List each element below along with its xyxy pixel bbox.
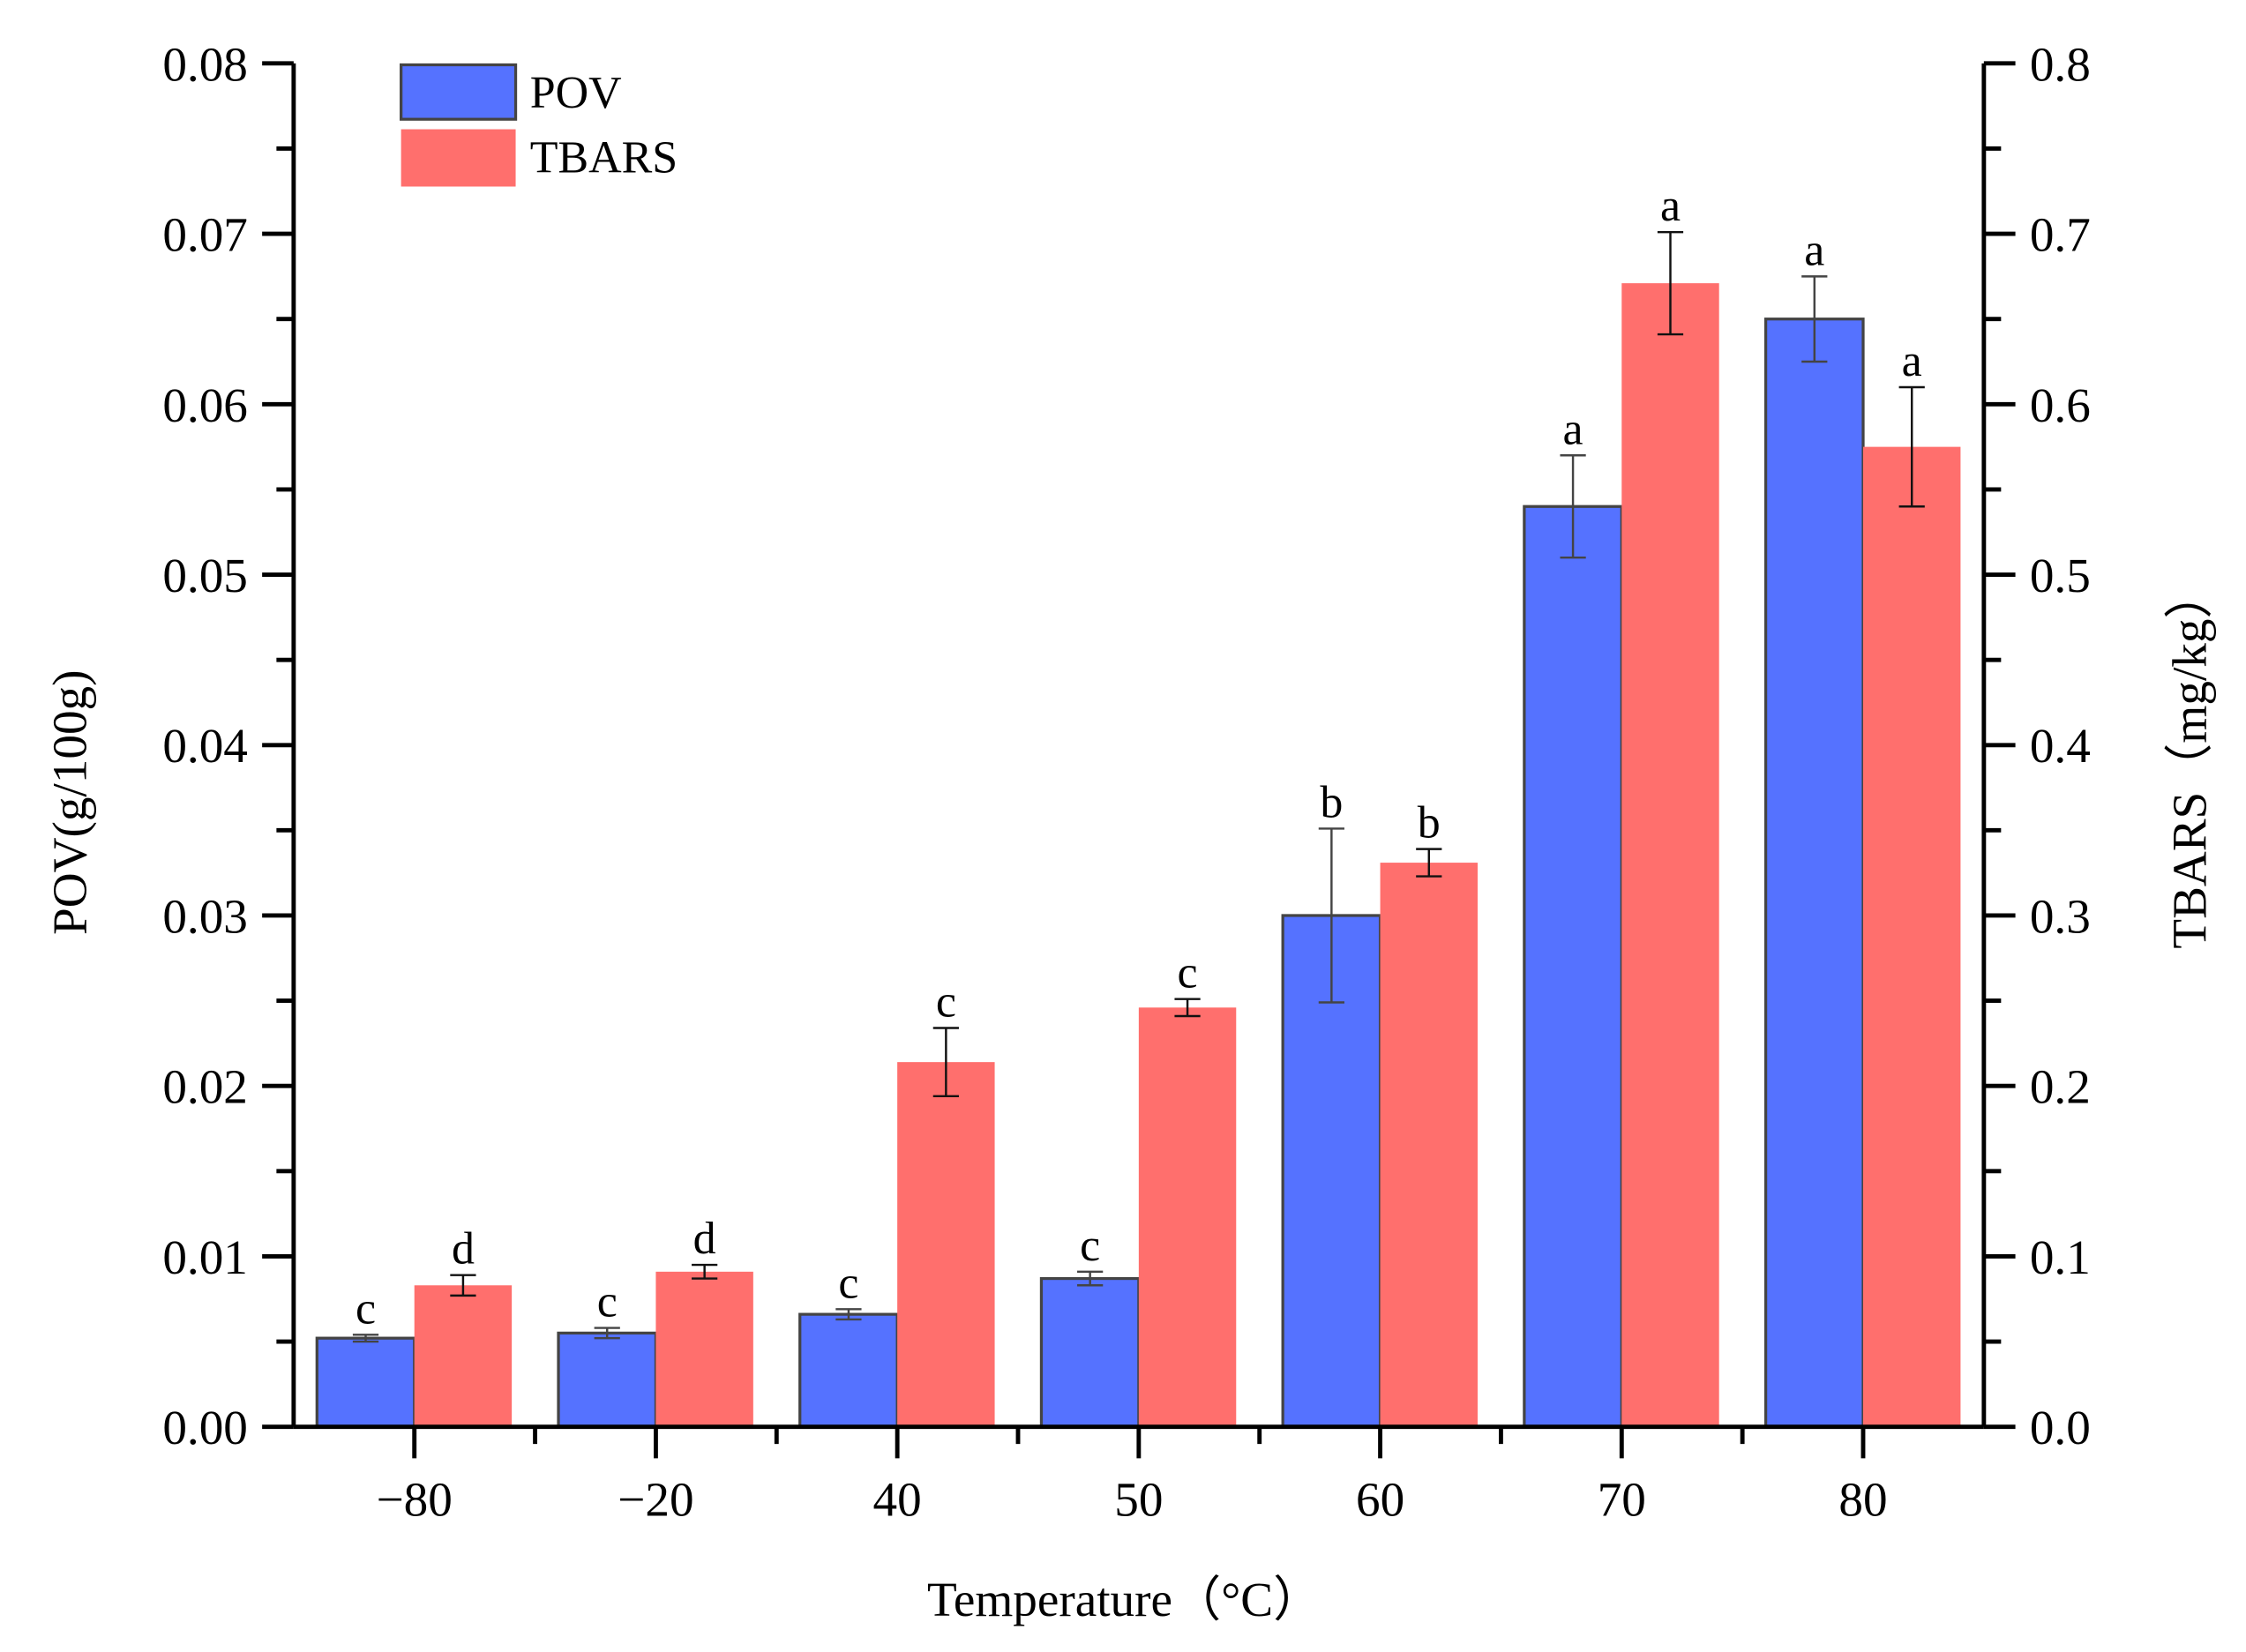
significance-letter: c — [1080, 1221, 1100, 1271]
y2-tick-label: 0.5 — [2030, 549, 2091, 602]
legend-swatch-tbars — [401, 129, 516, 187]
significance-letter: c — [597, 1277, 618, 1327]
x-tick-label: 40 — [873, 1472, 922, 1526]
x-tick-label: −20 — [618, 1472, 693, 1526]
x-tick-label: 70 — [1598, 1472, 1646, 1526]
y2-tick-label: 0.2 — [2030, 1060, 2091, 1114]
significance-letter: a — [1902, 336, 1922, 386]
y-tick-label: 0.02 — [162, 1060, 248, 1114]
x-tick-label: −80 — [377, 1472, 453, 1526]
bar-pov — [1039, 1276, 1141, 1429]
bar-pov — [557, 1331, 658, 1429]
x-tick-label: 60 — [1356, 1472, 1404, 1526]
y2-axis-label: TBARS（mg/kg） — [2163, 570, 2217, 948]
bar-tbars — [897, 1062, 995, 1427]
bar-pov — [1523, 505, 1623, 1429]
y-axis-label: POV(g/100g) — [42, 669, 96, 934]
x-tick-label: 50 — [1114, 1472, 1163, 1526]
y2-tick-label: 0.0 — [2030, 1401, 2091, 1454]
y-tick-label: 0.05 — [162, 549, 248, 602]
significance-letter: c — [936, 977, 956, 1028]
significance-letter: b — [1418, 798, 1441, 848]
y2-tick-label: 0.6 — [2030, 378, 2091, 432]
axes-layer: −80 −20 40 50 60 70 80 0.00 0.0 0.01 0.1 0.02 0.2 0.0… — [162, 37, 2090, 1526]
bar-pov — [315, 1336, 416, 1429]
bar-pov — [1763, 318, 1865, 1429]
y-tick-label: 0.06 — [162, 378, 248, 432]
significance-letter: d — [693, 1214, 716, 1264]
significance-letter: c — [356, 1283, 376, 1334]
significance-letter: d — [452, 1224, 475, 1275]
significance-letter: a — [1563, 404, 1583, 454]
y-tick-label: 0.01 — [162, 1230, 248, 1284]
bar-tbars — [1380, 863, 1478, 1427]
y2-tick-label: 0.1 — [2030, 1230, 2091, 1284]
legend: POV TBARS — [400, 63, 678, 187]
y2-tick-label: 0.3 — [2030, 889, 2091, 943]
bar-tbars — [1863, 446, 1961, 1427]
bar-tbars — [655, 1271, 753, 1427]
bar-tbars — [1138, 1007, 1237, 1427]
y-tick-label: 0.07 — [162, 208, 248, 262]
significance-letter: a — [1660, 181, 1681, 231]
y-tick-label: 0.08 — [162, 37, 248, 91]
y2-tick-label: 0.7 — [2030, 208, 2091, 262]
y2-tick-label: 0.4 — [2030, 719, 2091, 773]
significance-letter: a — [1804, 225, 1824, 275]
legend-label-tbars: TBARS — [530, 132, 678, 183]
y2-tick-label: 0.8 — [2030, 37, 2091, 91]
significance-letter: b — [1320, 777, 1343, 827]
y-tick-label: 0.04 — [162, 719, 248, 773]
x-tick-label: 80 — [1838, 1472, 1887, 1526]
x-axis-label: Temperature（°C） — [927, 1573, 1321, 1626]
bars-layer: c d c d c c c c b b a a a a — [315, 181, 1961, 1429]
significance-letter: c — [838, 1258, 858, 1308]
y-tick-label: 0.03 — [162, 889, 248, 943]
bar-tbars — [414, 1285, 513, 1427]
y-tick-label: 0.00 — [162, 1401, 248, 1454]
legend-swatch-pov — [400, 63, 518, 121]
legend-label-pov: POV — [530, 68, 622, 118]
bar-pov — [798, 1312, 899, 1429]
bar-tbars — [1621, 283, 1719, 1427]
significance-letter: c — [1178, 948, 1198, 998]
